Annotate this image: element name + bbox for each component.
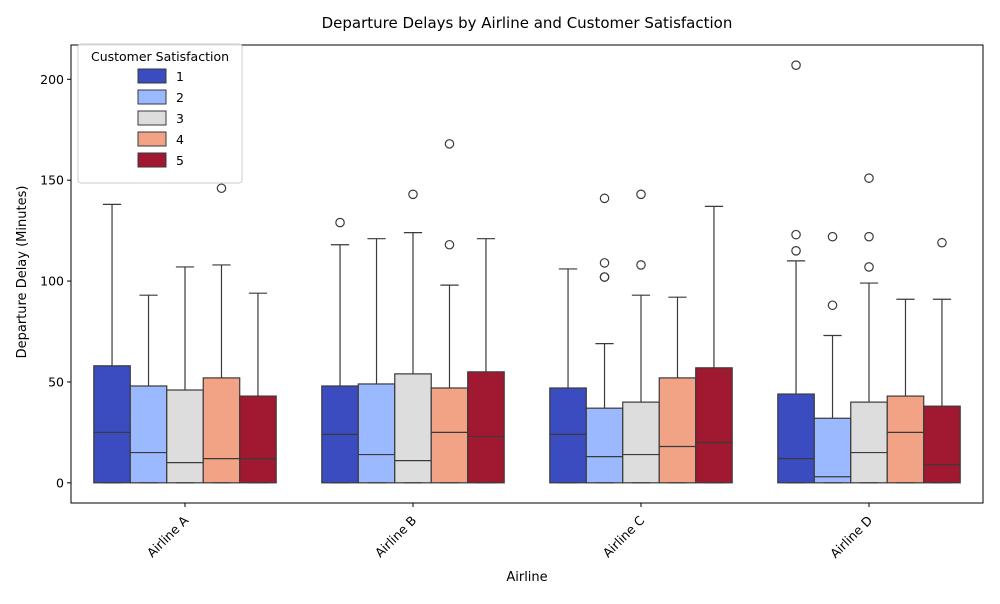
- plot-frame: [70, 44, 984, 504]
- box-body: [777, 393, 815, 484]
- box-1-airline-a: [93, 203, 131, 484]
- legend-label-3: 3: [176, 111, 184, 126]
- outlier-point: [408, 189, 418, 200]
- legend-swatch-2: [137, 89, 167, 105]
- legend-swatch-1: [137, 68, 167, 84]
- outlier-point: [636, 189, 646, 200]
- outlier-point: [335, 217, 345, 228]
- box-body: [622, 401, 660, 484]
- box-body: [430, 387, 469, 484]
- box-4-airline-d: [886, 298, 925, 484]
- box-2-airline-c: [585, 193, 624, 484]
- legend-label-2: 2: [176, 90, 184, 105]
- box-5-airline-d: [923, 237, 961, 484]
- outlier-point: [827, 300, 838, 311]
- x-tick-label: Airline B: [372, 513, 420, 561]
- outlier-point: [864, 231, 874, 242]
- y-tick-label: 200: [40, 72, 64, 87]
- legend-swatch-5: [137, 152, 167, 168]
- outlier-point: [791, 245, 801, 256]
- box-body: [923, 405, 961, 484]
- y-tick-label: 100: [40, 274, 64, 289]
- outlier-point: [216, 183, 227, 194]
- box-5-airline-a: [239, 292, 277, 484]
- y-axis-label: Departure Delay (Minutes): [15, 186, 30, 359]
- outlier-point: [444, 139, 455, 149]
- box-4-airline-c: [658, 296, 697, 484]
- box-body: [166, 389, 204, 484]
- box-body: [850, 401, 888, 484]
- box-body: [93, 365, 131, 484]
- box-5-airline-b: [467, 238, 505, 484]
- outlier-point: [599, 272, 610, 282]
- legend-label-1: 1: [176, 69, 184, 84]
- box-body: [467, 371, 505, 484]
- box-body: [239, 395, 277, 484]
- x-axis-label: Airline: [506, 570, 547, 585]
- box-body: [129, 385, 168, 484]
- box-body: [202, 377, 241, 484]
- box-body: [886, 395, 925, 484]
- box-body: [658, 377, 697, 484]
- x-tick-label: Airline C: [600, 513, 648, 561]
- outlier-point: [937, 237, 947, 248]
- legend-swatch-3: [137, 110, 167, 126]
- box-body: [695, 367, 733, 484]
- x-tick-label: Airline A: [144, 512, 192, 560]
- box-body: [357, 383, 396, 484]
- outlier-point: [791, 229, 801, 240]
- box-2-airline-b: [357, 238, 396, 484]
- box-2-airline-a: [129, 294, 168, 484]
- y-tick-label: 0: [56, 475, 64, 490]
- outlier-point: [599, 193, 610, 204]
- box-body: [394, 373, 432, 484]
- box-1-airline-d: [777, 60, 815, 484]
- legend-label-5: 5: [176, 153, 184, 168]
- box-3-airline-d: [850, 173, 888, 484]
- outlier-point: [864, 173, 874, 183]
- y-tick-label: 50: [48, 374, 64, 389]
- legend-swatch-4: [137, 131, 167, 147]
- outlier-point: [791, 60, 801, 70]
- x-tick-label: Airline D: [827, 513, 875, 561]
- box-3-airline-c: [622, 189, 660, 484]
- box-1-airline-b: [321, 217, 359, 484]
- legend-title: Customer Satisfaction: [91, 49, 229, 64]
- box-3-airline-a: [166, 266, 204, 484]
- box-1-airline-c: [549, 268, 587, 484]
- y-tick-label: 150: [40, 173, 64, 188]
- outlier-point: [827, 231, 838, 242]
- box-3-airline-b: [394, 189, 432, 484]
- box-5-airline-c: [695, 205, 733, 484]
- box-body: [813, 417, 852, 484]
- outlier-point: [636, 260, 646, 270]
- legend: Customer Satisfaction 1 2 3 4 5: [77, 43, 243, 184]
- outlier-point: [599, 258, 610, 268]
- box-body: [549, 387, 587, 484]
- box-2-airline-d: [813, 231, 852, 484]
- outlier-point: [864, 262, 874, 272]
- legend-label-4: 4: [176, 132, 184, 147]
- chart-title: Departure Delays by Airline and Customer…: [322, 14, 733, 32]
- box-body: [585, 407, 624, 484]
- box-4-airline-a: [202, 183, 241, 484]
- box-4-airline-b: [430, 139, 469, 484]
- outlier-point: [444, 239, 455, 250]
